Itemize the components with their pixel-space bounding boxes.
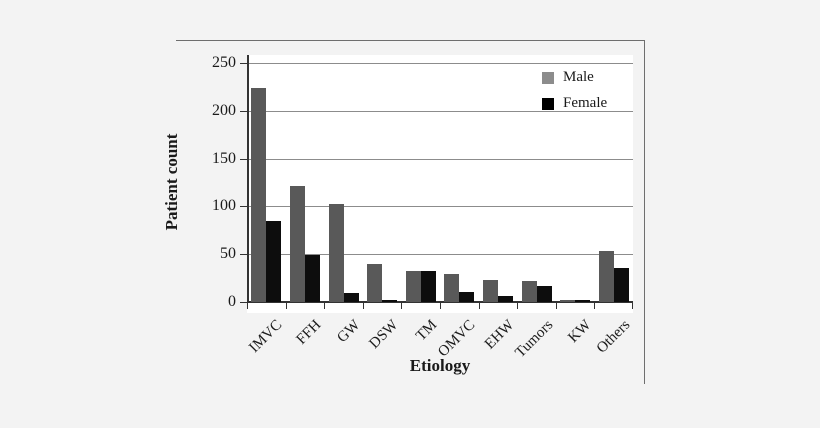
y-tick (240, 254, 247, 256)
bar-male-FFH (289, 186, 305, 302)
bar-female-GW (343, 293, 359, 302)
legend-item-male: Male (542, 69, 607, 86)
bar-male-TM (405, 271, 421, 302)
bar-female-Tumors (536, 285, 552, 302)
legend-female-label: Female (563, 95, 608, 111)
bar-male-OMVC (444, 274, 460, 302)
legend: Male Female (542, 69, 607, 112)
bar-female-TM (420, 271, 436, 302)
gridline-150 (247, 158, 633, 160)
legend-male-label: Male (563, 69, 594, 85)
y-tick-label-50: 50 (220, 245, 236, 263)
x-tick (324, 303, 325, 309)
figure-border (176, 40, 645, 384)
bar-male-IMVC (251, 87, 267, 302)
y-tick (240, 206, 247, 208)
legend-male-swatch (542, 71, 554, 84)
bar-male-Tumors (521, 280, 537, 302)
gridline-200 (247, 110, 633, 112)
x-tick (479, 303, 480, 309)
x-tick (556, 303, 557, 309)
bar-female-EHW (497, 296, 513, 302)
bar-female-Others (613, 267, 629, 302)
y-tick (240, 63, 247, 64)
x-tick (363, 303, 364, 309)
bar-female-OMVC (459, 292, 475, 302)
legend-female-swatch (542, 97, 554, 110)
bar-female-KW (575, 300, 591, 302)
plot-area (240, 55, 633, 313)
y-tick (240, 110, 247, 112)
bar-male-EHW (482, 280, 498, 302)
bar-female-FFH (304, 255, 320, 302)
x-tick (401, 303, 402, 309)
x-tick (440, 303, 441, 309)
y-axis-line (247, 55, 249, 303)
x-axis-line (247, 301, 633, 303)
x-tick (286, 303, 287, 309)
gridline-100 (247, 206, 633, 208)
bar-male-Others (598, 251, 614, 302)
y-tick-label-200: 200 (212, 101, 236, 119)
bar-male-GW (328, 203, 344, 302)
bar-female-DSW (382, 300, 398, 302)
y-tick (240, 302, 247, 303)
y-tick-label-150: 150 (212, 149, 236, 167)
gridline-250 (247, 63, 633, 64)
y-axis-title: Patient count (162, 133, 181, 231)
bar-male-DSW (367, 263, 383, 302)
x-tick (632, 303, 633, 309)
gridline-50 (247, 254, 633, 256)
y-tick (240, 158, 247, 160)
legend-item-female: Female (542, 95, 607, 112)
bar-male-KW (560, 300, 576, 302)
x-tick (517, 303, 518, 309)
y-tick-label-250: 250 (212, 54, 236, 71)
x-tick (594, 303, 595, 309)
x-axis-title: Etiology (409, 356, 471, 375)
x-tick (247, 303, 248, 309)
y-tick-label-100: 100 (212, 197, 236, 215)
y-tick-label-0: 0 (228, 293, 236, 310)
bar-female-IMVC (266, 220, 282, 302)
